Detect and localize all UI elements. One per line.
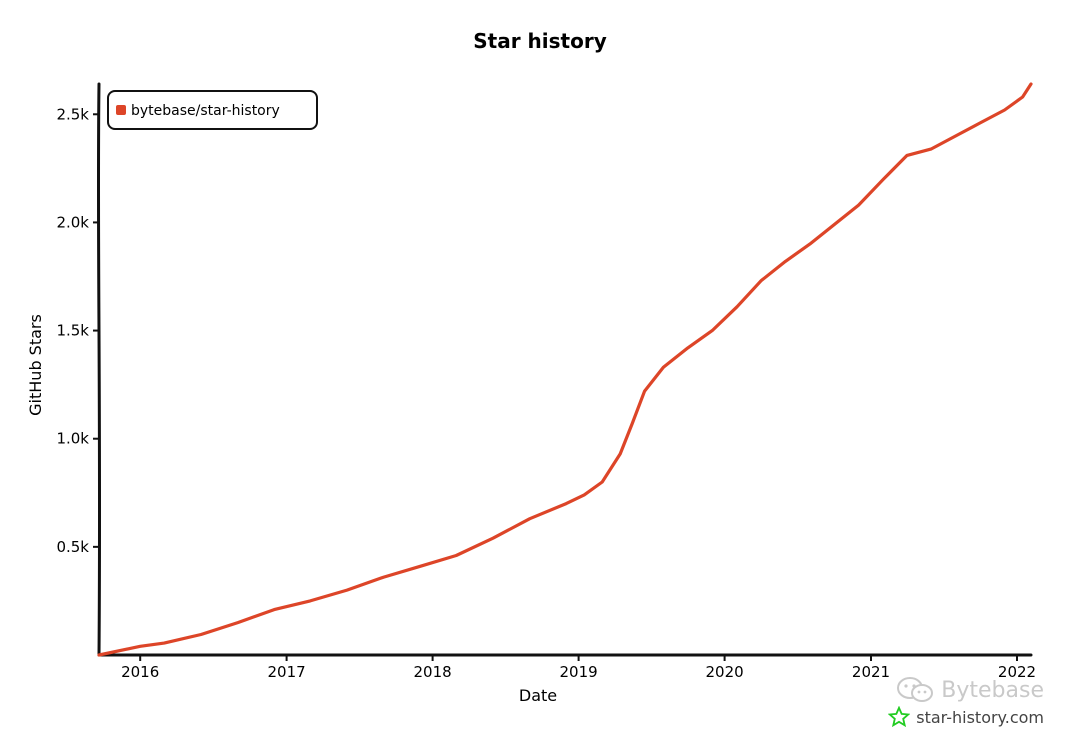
tick-marks: 0.5k 1.0k 1.5k 2.0k 2.5k 2016 2017 2018 2019 2020… [56,105,1036,681]
x-tick-label: 2018 [414,663,452,681]
x-tick-label: 2016 [121,663,159,681]
x-axis-label: Date [519,686,557,705]
watermark-brand-text: Bytebase [941,677,1044,703]
wechat-icon [897,677,934,702]
star-outline-icon [888,706,911,728]
series-layer [97,82,1033,657]
y-tick-label: 2.5k [56,105,89,123]
watermark-brand: Bytebase [888,676,1044,704]
legend-box [107,90,318,130]
x-axis-line [97,652,1033,658]
x-tick-label: 2022 [998,663,1036,681]
y-axis-label: GitHub Stars [26,314,45,416]
watermark-site-text: star-history.com [916,707,1044,727]
axes [96,82,1033,658]
x-tick-label: 2021 [852,663,890,681]
series-line [97,82,1033,657]
x-tick-label: 2017 [268,663,306,681]
y-axis-line [96,82,102,657]
y-tick-label: 2.0k [56,213,89,231]
legend: bytebase/star-history [107,90,318,130]
legend-label: bytebase/star-history [131,103,280,119]
legend-swatch [116,105,126,115]
y-tick-label: 0.5k [56,538,89,556]
x-tick-label: 2019 [560,663,598,681]
y-tick-label: 1.5k [56,322,89,340]
watermark: Bytebase star-history.com [888,676,1044,728]
watermark-site: star-history.com [888,706,1044,728]
x-tick-label: 2020 [706,663,744,681]
chart-title: Star history [473,29,607,53]
y-tick-label: 1.0k [56,430,89,448]
